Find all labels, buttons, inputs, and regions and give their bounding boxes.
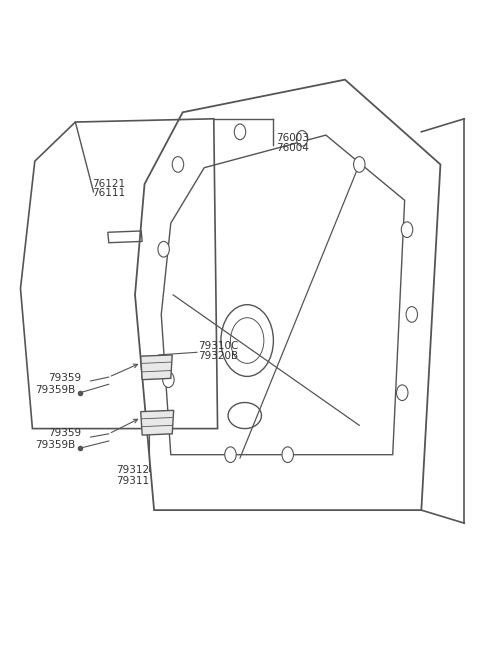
Text: 76121: 76121	[92, 179, 125, 189]
Circle shape	[163, 372, 174, 388]
Circle shape	[296, 130, 308, 146]
Text: 79312: 79312	[116, 465, 149, 475]
Text: 79359B: 79359B	[35, 384, 75, 395]
Text: 76111: 76111	[92, 189, 125, 198]
Text: 76003: 76003	[276, 133, 309, 143]
Polygon shape	[141, 410, 174, 435]
Text: 79310C: 79310C	[199, 341, 239, 351]
Circle shape	[172, 157, 184, 172]
Text: 79359: 79359	[48, 428, 81, 438]
Text: 79320B: 79320B	[199, 351, 239, 361]
Circle shape	[158, 242, 169, 257]
Circle shape	[396, 385, 408, 401]
Circle shape	[401, 222, 413, 238]
Circle shape	[234, 124, 246, 140]
Text: 79359B: 79359B	[35, 440, 75, 450]
Circle shape	[225, 447, 236, 462]
Polygon shape	[141, 355, 172, 380]
Circle shape	[406, 307, 418, 322]
Circle shape	[282, 447, 293, 462]
Text: 76004: 76004	[276, 143, 309, 153]
Text: 79359: 79359	[48, 373, 81, 383]
Text: 79311: 79311	[116, 476, 149, 486]
Circle shape	[354, 157, 365, 172]
